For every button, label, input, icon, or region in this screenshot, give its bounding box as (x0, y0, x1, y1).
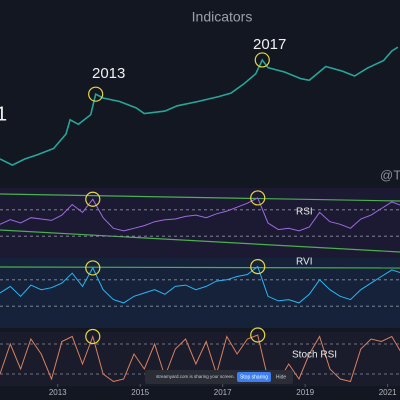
x-tick-label: 2015 (131, 388, 149, 397)
panel-label: Stoch RSI (292, 350, 337, 361)
highlight-circle (250, 327, 266, 343)
stop-sharing-button[interactable] (237, 372, 271, 382)
trendline (0, 266, 400, 269)
highlight-circle (250, 259, 266, 275)
trendline (0, 193, 400, 202)
share-bar: streamyard.com is sharing your screen. S… (145, 370, 293, 384)
highlight-circle (85, 191, 101, 207)
highlight-circle (250, 190, 266, 206)
panel-label: RVI (296, 257, 313, 268)
data-line (0, 265, 400, 304)
highlight-circle (85, 260, 101, 276)
title: Indicators (192, 9, 253, 25)
annotation: 1 (0, 103, 7, 125)
annotation: 2017 (253, 36, 286, 53)
x-tick-label: 2021 (379, 388, 397, 397)
highlight-circle (88, 86, 104, 102)
hide-button[interactable]: Hide (276, 374, 287, 380)
data-line (0, 46, 399, 166)
share-message: streamyard.com is sharing your screen. (156, 374, 235, 379)
annotation: 2013 (92, 65, 125, 82)
x-tick-label: 2019 (296, 388, 314, 397)
data-line (0, 334, 400, 383)
rvi-panel (0, 258, 400, 328)
highlight-circle (254, 52, 270, 68)
x-tick-label: 2013 (49, 388, 67, 397)
data-line (0, 197, 400, 232)
highlight-circle (85, 328, 101, 345)
watermark: @Te (380, 167, 400, 182)
x-tick-label: 2017 (214, 388, 232, 397)
rsi-panel (0, 188, 400, 258)
trendline (0, 229, 400, 253)
panel-label: RSI (296, 207, 313, 218)
stop-sharing-label[interactable]: Stop sharing (240, 374, 268, 380)
